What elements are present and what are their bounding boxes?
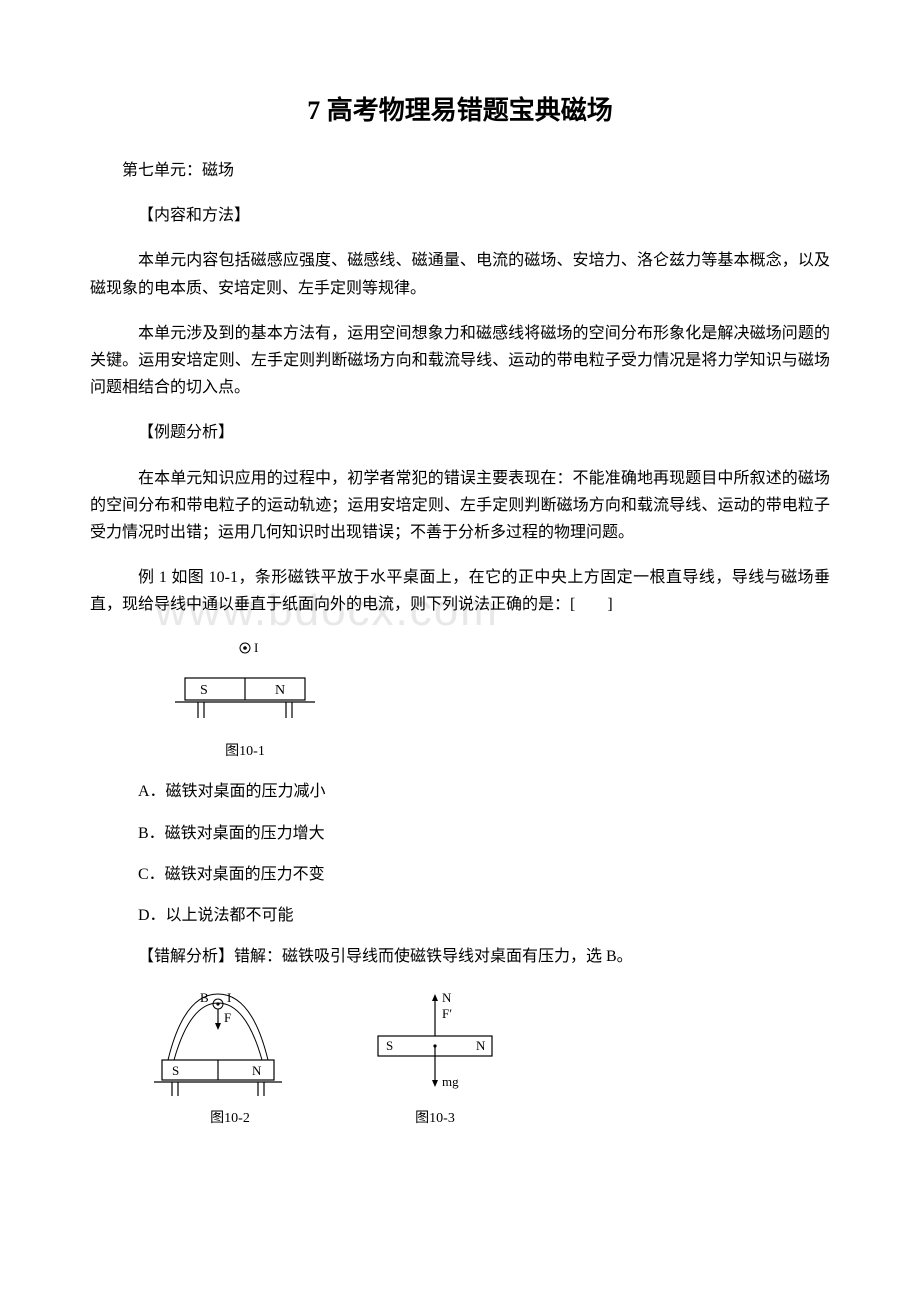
page-title: 7 高考物理易错题宝典磁场 <box>90 90 830 127</box>
pole-s-2: S <box>172 1063 179 1078</box>
figure-10-2-caption: 图10-2 <box>210 1107 250 1127</box>
section-heading-content: 【内容和方法】 <box>90 202 830 229</box>
option-d: D．以上说法都不可能 <box>138 902 830 929</box>
section-heading-examples: 【例题分析】 <box>90 419 830 446</box>
label-B: B <box>200 990 209 1005</box>
example-block: www.bdocx.com 例 1 如图 10-1，条形磁铁平放于水平桌面上，在… <box>90 564 830 618</box>
figure-10-1: I S N 图10-1 <box>170 636 830 760</box>
example-1-text: 例 1 如图 10-1，条形磁铁平放于水平桌面上，在它的正中央上方固定一根直导线… <box>90 564 830 618</box>
option-a: A．磁铁对桌面的压力减小 <box>138 778 830 805</box>
figure-10-2-svg: B I F S N <box>150 988 310 1103</box>
figures-row: B I F S N <box>150 988 830 1127</box>
options-list: A．磁铁对桌面的压力减小 B．磁铁对桌面的压力增大 C．磁铁对桌面的压力不变 D… <box>138 778 830 929</box>
figure-10-3-svg: N F′ S N mg <box>360 988 510 1103</box>
paragraph-2: 本单元涉及到的基本方法有，运用空间想象力和磁感线将磁场的空间分布形象化是解决磁场… <box>90 320 830 402</box>
unit-heading: 第七单元：磁场 <box>90 157 830 184</box>
document-body: 7 高考物理易错题宝典磁场 第七单元：磁场 【内容和方法】 本单元内容包括磁感应… <box>90 90 830 1127</box>
error-analysis-text: 【错解分析】错解：磁铁吸引导线而使磁铁导线对桌面有压力，选 B。 <box>90 943 830 970</box>
option-c: C．磁铁对桌面的压力不变 <box>138 861 830 888</box>
label-mg: mg <box>442 1074 459 1089</box>
paragraph-1: 本单元内容包括磁感应强度、磁感线、磁通量、电流的磁场、安培力、洛仑兹力等基本概念… <box>90 247 830 301</box>
label-N-arrow: N <box>442 990 452 1005</box>
pole-n-label: N <box>275 683 285 698</box>
figure-10-3-caption: 图10-3 <box>415 1107 455 1127</box>
option-b: B．磁铁对桌面的压力增大 <box>138 820 830 847</box>
label-F-prime: F′ <box>442 1006 452 1021</box>
label-F: F <box>224 1010 231 1025</box>
pole-s-3: S <box>386 1038 393 1053</box>
pole-s-label: S <box>200 683 208 698</box>
figure-10-3: N F′ S N mg 图10-3 <box>360 988 510 1127</box>
label-I: I <box>227 990 231 1005</box>
paragraph-3: 在本单元知识应用的过程中，初学者常犯的错误主要表现在：不能准确地再现题目中所叙述… <box>90 465 830 547</box>
figure-10-2: B I F S N <box>150 988 310 1127</box>
figure-10-1-caption: 图10-1 <box>170 740 320 760</box>
current-label: I <box>254 640 258 655</box>
figure-10-1-svg: I S N <box>170 636 320 731</box>
pole-n-3: N <box>476 1038 486 1053</box>
pole-n-2: N <box>252 1063 262 1078</box>
